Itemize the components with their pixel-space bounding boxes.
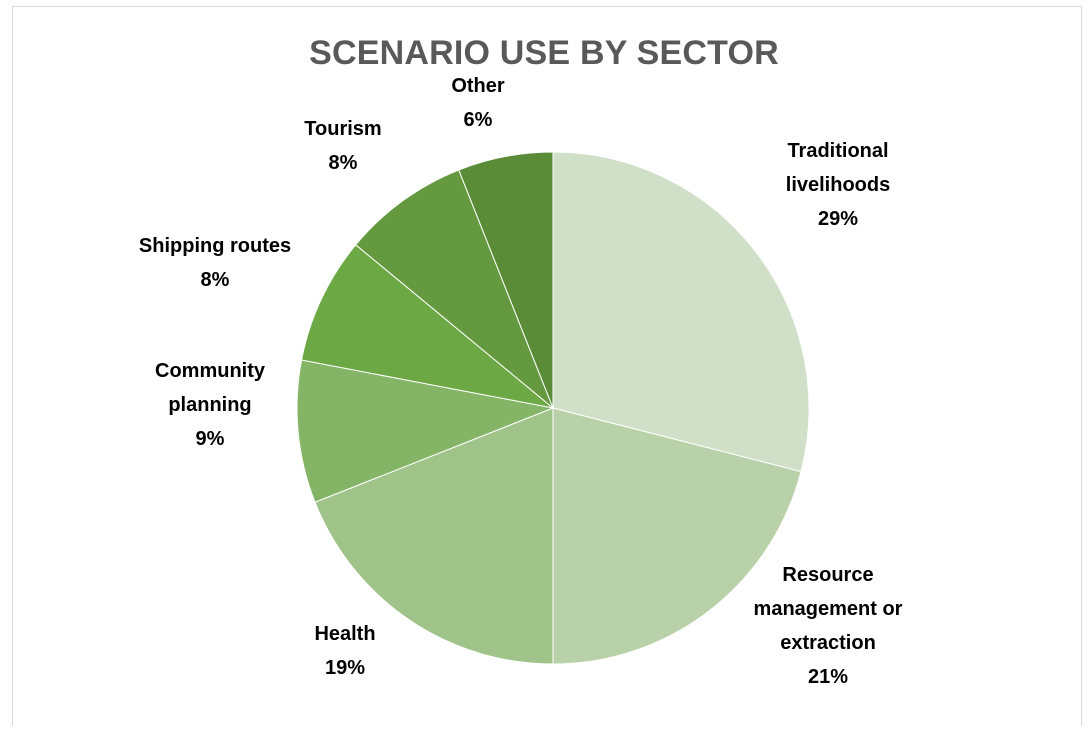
data-label-other: Other 6% (451, 75, 505, 131)
data-label-traditional-livelihoods: Traditional livelihoods 29% (786, 140, 890, 230)
data-label-tourism: Tourism 8% (304, 118, 381, 174)
data-label-community-planning: Community planning 9% (155, 360, 266, 450)
pie-slice-resource-management-or-extraction (552, 407, 802, 665)
pie-slice-health (314, 407, 554, 665)
pie-slice-shipping-routes (300, 244, 554, 409)
pie-slice-other (458, 151, 554, 409)
pie-slice-community-planning (296, 359, 555, 503)
pie-slice-tourism (355, 169, 554, 409)
data-label-health: Health 19% (314, 623, 375, 679)
data-label-shipping-routes: Shipping routes 8% (139, 235, 291, 291)
chart-title: SCENARIO USE BY SECTOR (309, 34, 779, 72)
pie-slice-traditional-livelihoods (552, 151, 810, 473)
data-label-resource-management-or-extraction: Resource management or extraction 21% (754, 564, 903, 688)
